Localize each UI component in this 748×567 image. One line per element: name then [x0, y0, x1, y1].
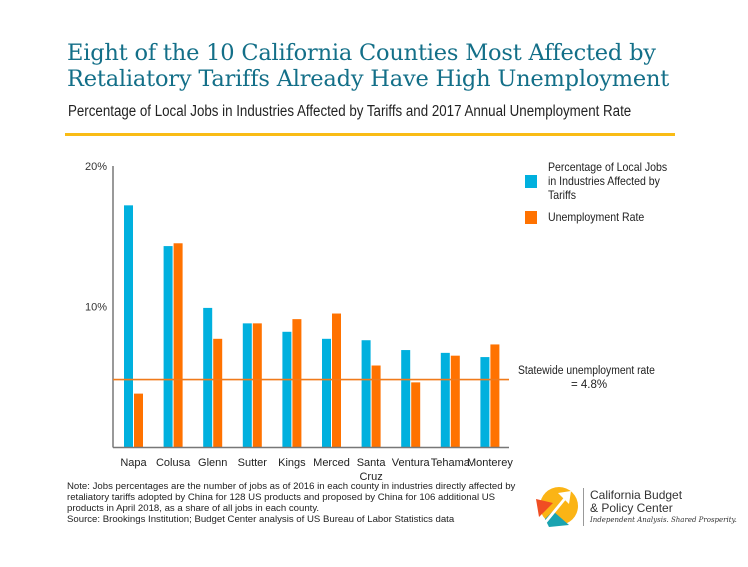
statewide-annotation: Statewide unemployment rate = 4.8%	[518, 364, 668, 392]
bar-jobs-merced	[322, 338, 331, 447]
x-tick-label-tehama: Tehama	[431, 457, 471, 469]
legend-label-jobs: Percentage of Local Jobs in Industries A…	[548, 160, 668, 202]
chart-title-line-2: Retaliatory Tariffs Already Have High Un…	[67, 66, 670, 92]
legend-label-unemployment: Unemployment Rate	[548, 210, 645, 224]
bar-unemployment-glenn	[213, 338, 223, 447]
bar-jobs-glenn	[203, 307, 213, 447]
bar-unemployment-kings	[292, 319, 302, 447]
bar-unemployment-napa	[134, 393, 143, 447]
bar-jobs-kings	[282, 331, 292, 447]
statewide-annotation-line-1: Statewide unemployment rate	[518, 365, 655, 377]
x-tick-label-glenn: Glenn	[198, 457, 227, 469]
legend-swatch-unemployment	[525, 210, 537, 224]
x-tick-label-colusa: Colusa	[156, 457, 191, 469]
logo-divider	[583, 488, 584, 526]
legend-swatch-jobs	[525, 174, 537, 188]
bar-jobs-monterey	[480, 357, 490, 447]
title-divider	[65, 133, 675, 136]
bar-jobs-santa-cruz	[361, 340, 371, 447]
footnote: Note: Jobs percentages are the number of…	[67, 481, 527, 525]
note-text: Note: Jobs percentages are the number of…	[67, 481, 516, 514]
bar-jobs-sutter	[242, 323, 252, 447]
legend-item-unemployment: Unemployment Rate	[525, 210, 688, 224]
bar-jobs-colusa	[163, 246, 173, 447]
logo-tagline: Independent Analysis. Shared Prosperity.	[590, 516, 737, 524]
logo-name-line-1: California Budget	[590, 488, 683, 502]
logo-name-line-2: & Policy Center	[590, 501, 673, 515]
y-tick-label-20: 20%	[85, 161, 107, 173]
chart-title-line-1: Eight of the 10 California Counties Most…	[67, 40, 656, 66]
x-tick-label-monterey: Monterey	[467, 457, 513, 469]
x-tick-label-ventura: Ventura	[392, 457, 431, 469]
chart-subtitle: Percentage of Local Jobs in Industries A…	[68, 103, 632, 120]
bar-unemployment-monterey	[490, 344, 500, 447]
x-tick-label-santa-cruz: Santa	[357, 457, 387, 469]
y-tick-label-10: 10%	[85, 302, 107, 314]
x-tick-label-kings: Kings	[278, 457, 306, 469]
organization-logo: California Budget & Policy Center Indepe…	[533, 485, 737, 530]
bar-unemployment-tehama	[450, 355, 460, 447]
legend-item-jobs: Percentage of Local Jobs in Industries A…	[525, 160, 688, 202]
bar-jobs-ventura	[401, 350, 411, 447]
bar-unemployment-ventura	[411, 382, 421, 447]
x-tick-label-napa: Napa	[120, 457, 147, 469]
source-text: Source: Brookings Institution; Budget Ce…	[67, 514, 455, 525]
legend: Percentage of Local Jobs in Industries A…	[525, 160, 688, 232]
bar-unemployment-sutter	[252, 323, 262, 447]
bar-unemployment-colusa	[173, 243, 183, 447]
bar-jobs-tehama	[440, 352, 450, 447]
logo-name: California Budget & Policy Center	[590, 489, 682, 515]
logo-mark-icon	[536, 487, 578, 527]
chart-title: Eight of the 10 California Counties Most…	[67, 40, 707, 92]
x-tick-label-merced: Merced	[313, 457, 350, 469]
statewide-annotation-line-2: = 4.8%	[571, 379, 608, 391]
x-tick-label-sutter: Sutter	[238, 457, 268, 469]
bar-unemployment-santa-cruz	[371, 365, 381, 447]
x-tick-label-santa-cruz-line-2: Cruz	[359, 471, 382, 483]
bar-jobs-napa	[124, 205, 133, 447]
